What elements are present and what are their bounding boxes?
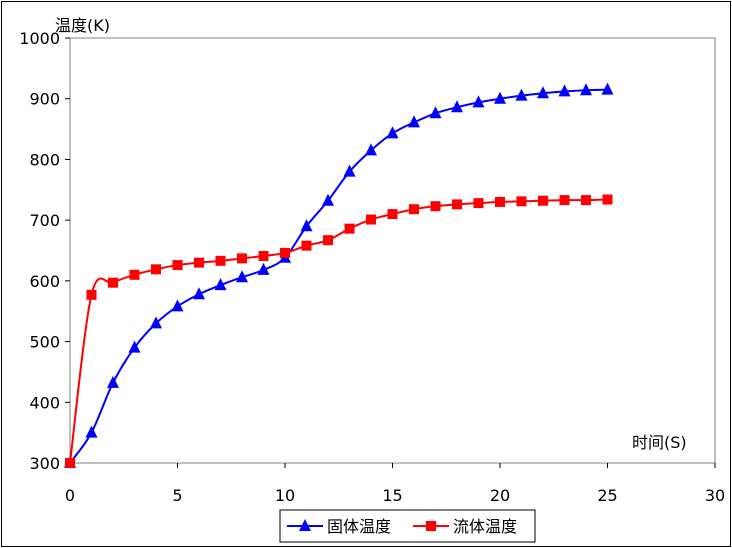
- fluid-temperature-point: [538, 195, 548, 206]
- y-axis: 300 400 500 600 700 800 900 1000: [19, 29, 70, 473]
- fluid-temperature-point: [108, 277, 118, 288]
- fluid-temperature-point: [194, 257, 204, 268]
- solid-temperature-point: [451, 100, 463, 113]
- solid-temperature-point: [128, 340, 141, 353]
- fluid-temperature-point: [409, 204, 419, 215]
- y-axis-label: 温度(K): [55, 16, 110, 35]
- fluid-temperature-point: [602, 194, 613, 205]
- fluid-temperature-point: [301, 240, 312, 251]
- solid-temperature-point: [494, 91, 506, 104]
- solid-temperature-point: [558, 84, 571, 97]
- solid-temperature-point: [322, 193, 334, 206]
- y-tick-label: 300: [29, 454, 60, 473]
- legend-label-fluid: 流体温度: [453, 517, 517, 536]
- fluid-temperature-point: [151, 264, 161, 275]
- solid-temperature-point: [236, 270, 248, 283]
- solid-temperature-point: [515, 88, 528, 101]
- x-tick-label: 20: [490, 486, 510, 505]
- fluid-temperature-point: [473, 198, 484, 209]
- solid-temperature-point: [193, 287, 205, 300]
- solid-temperature-point: [365, 143, 377, 156]
- fluid-temperature-point: [387, 209, 398, 220]
- series-layer: [64, 82, 614, 468]
- x-axis-label: 时间(S): [632, 433, 687, 452]
- y-tick-label: 500: [29, 333, 60, 352]
- legend-square-marker: [426, 521, 436, 531]
- solid-temperature-point: [386, 126, 399, 139]
- solid-temperature-point: [257, 262, 270, 275]
- solid-temperature-point: [429, 106, 442, 119]
- fluid-temperature-point: [323, 235, 333, 246]
- solid-temperature-point: [300, 219, 313, 232]
- legend: 固体温度 流体温度: [279, 509, 536, 543]
- legend-label-solid: 固体温度: [327, 517, 391, 536]
- fluid-temperature-point: [581, 195, 591, 206]
- fluid-temperature-point: [258, 250, 269, 261]
- fluid-temperature-point: [559, 195, 570, 206]
- fluid-temperature-point: [129, 269, 140, 280]
- solid-temperature-point: [214, 278, 227, 291]
- solid-temperature-point: [150, 316, 162, 329]
- fluid-temperature-point: [280, 247, 290, 258]
- solid-temperature-point: [472, 95, 485, 108]
- fluid-temperature-point: [366, 214, 376, 225]
- y-tick-label: 400: [29, 393, 60, 412]
- solid-temperature-point: [107, 375, 119, 388]
- legend-triangle-marker: [299, 519, 311, 531]
- fluid-temperature-point: [172, 260, 183, 271]
- fluid-temperature-point: [344, 223, 355, 234]
- fluid-temperature-point: [495, 196, 505, 207]
- solid-temperature-point: [580, 83, 592, 96]
- fluid-temperature-point: [86, 289, 97, 300]
- solid-temperature-point: [601, 82, 614, 95]
- plot-area: [69, 37, 716, 464]
- x-tick-label: 30: [705, 486, 725, 505]
- y-tick-label: 1000: [19, 29, 60, 48]
- solid-temperature-point: [408, 115, 420, 128]
- x-axis: 0 5 10 15 20 25 30: [65, 463, 725, 505]
- y-tick-label: 800: [29, 150, 60, 169]
- x-tick-label: 25: [597, 486, 617, 505]
- fluid-temperature-point: [516, 196, 527, 207]
- x-tick-label: 10: [275, 486, 295, 505]
- solid-temperature-point: [171, 299, 184, 312]
- fluid-temperature-point: [452, 199, 462, 210]
- fluid-temperature-point: [430, 201, 441, 212]
- x-tick-label: 15: [382, 486, 402, 505]
- y-tick-label: 900: [29, 90, 60, 109]
- x-tick-label: 0: [65, 486, 75, 505]
- y-tick-label: 600: [29, 272, 60, 291]
- fluid-temperature-point: [65, 458, 75, 468]
- fluid-temperature-point: [215, 255, 226, 266]
- fluid-temperature-point: [237, 253, 247, 264]
- y-tick-label: 700: [29, 211, 60, 230]
- solid-temperature-point: [537, 86, 549, 99]
- solid-temperature-point: [343, 164, 356, 177]
- x-tick-label: 5: [172, 486, 182, 505]
- solid-temperature-point: [85, 425, 98, 438]
